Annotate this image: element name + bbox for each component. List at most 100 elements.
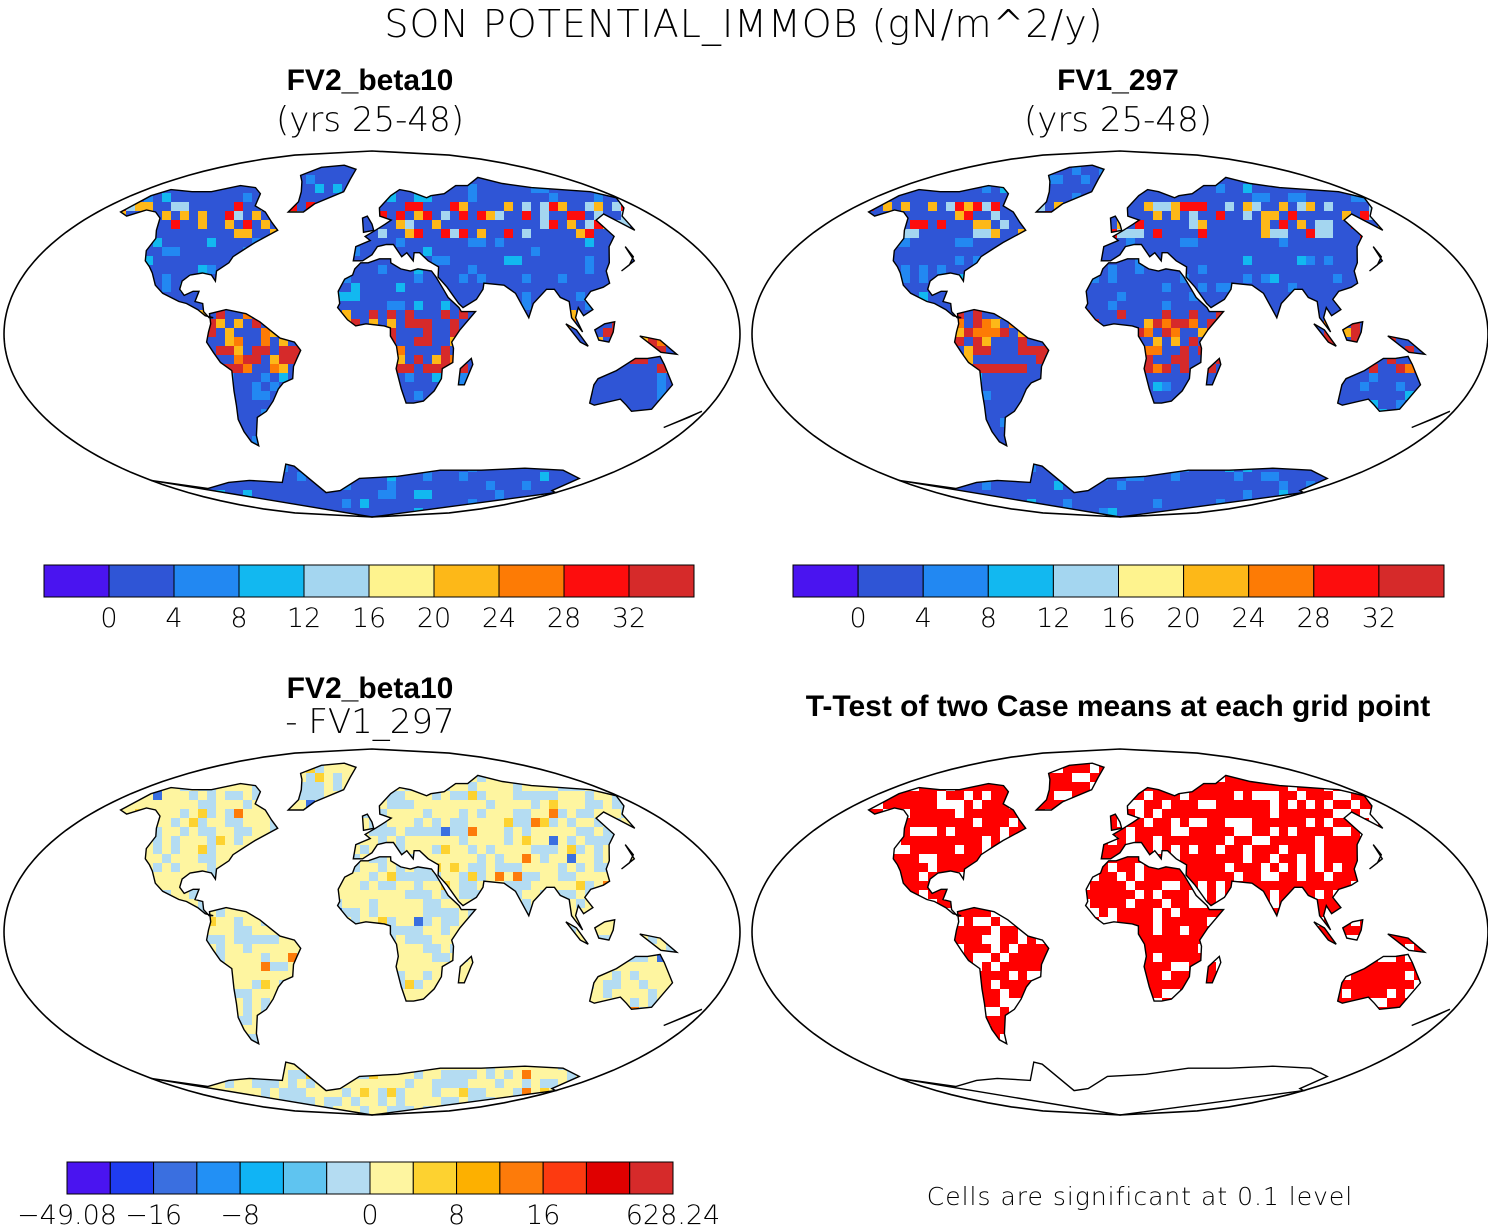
colorbar-swatch [792, 564, 859, 598]
colorbar-tick-label: 28 [1297, 603, 1331, 634]
colorbar-tick-label: 628.24 [626, 1200, 720, 1227]
map-panel-fv2-beta10 [3, 150, 741, 518]
colorbar-swatch [369, 1161, 414, 1195]
map-panel-ttest [751, 748, 1488, 1116]
coastline-north-america [119, 782, 279, 917]
colorbar-swatch [456, 1161, 501, 1195]
colorbar-swatch [109, 1161, 155, 1195]
panel3-title: FV2_beta10 [286, 672, 454, 705]
colorbar-swatch [542, 1161, 587, 1195]
colorbar-swatch [433, 564, 500, 598]
panel3-subtitle: - FV1_297 [285, 702, 455, 742]
map-border [3, 748, 741, 1116]
panel4-title: T-Test of two Case means at each grid po… [805, 690, 1431, 723]
colorbar-fv1-297: 0 4 8 12 16 20 24 28 32 [792, 564, 1445, 634]
coastline-north-america [867, 184, 1027, 319]
colorbar-tick-label: 24 [482, 603, 516, 634]
colorbar-tick-label: 8 [448, 1200, 465, 1227]
colorbar-tick-label: 16 [1101, 603, 1135, 634]
colorbar-swatch [629, 1161, 674, 1195]
coastline-australia [588, 953, 674, 1011]
colorbar-swatch [412, 1161, 458, 1195]
coastline-new-guinea [639, 933, 680, 954]
coastline-japan [1369, 246, 1384, 272]
colorbar-tick-label: 32 [612, 603, 646, 634]
colorbar-difference: −49.08 −16 −8 0 8 16 628.24 [17, 1161, 720, 1227]
colorbar-tick-label: −49.08 [17, 1200, 117, 1227]
coastline-uk [361, 813, 375, 832]
colorbar-tick-label: −8 [220, 1200, 260, 1227]
colorbar-tick-label: 0 [100, 603, 117, 634]
colorbar-fv2-beta10: 0 4 8 12 16 20 24 28 32 [43, 564, 695, 634]
coastline-australia [588, 355, 674, 413]
colorbar-swatch [987, 564, 1054, 598]
coastline-africa [336, 856, 478, 1002]
coastline-antarctica [899, 1061, 1329, 1116]
panel1-title: FV2_beta10 [286, 64, 454, 97]
colorbar-swatch [1313, 564, 1380, 598]
colorbar-swatch [1052, 564, 1119, 598]
coastline-uk [1109, 215, 1123, 234]
coastline-new-zealand [663, 410, 703, 429]
colorbar-swatch [153, 1161, 198, 1195]
panel2-subtitle: (yrs 25-48) [1024, 100, 1212, 140]
colorbar-swatch [326, 1161, 371, 1195]
colorbar-tick-label: 0 [850, 603, 867, 634]
colorbar-swatch [282, 1161, 328, 1195]
coastline-borneo [593, 320, 616, 343]
coastline-africa [1084, 258, 1226, 404]
colorbar-swatch [238, 564, 305, 598]
coastline-south-america [953, 906, 1050, 1046]
colorbar-tick-label: 12 [287, 603, 321, 634]
coastline-south-america [205, 906, 302, 1046]
colorbar-swatch [498, 564, 565, 598]
colorbar-swatch [499, 1161, 544, 1195]
colorbar-swatch [303, 564, 370, 598]
colorbar-tick-label: 0 [361, 1200, 378, 1227]
colorbar-tick-label: 28 [547, 603, 581, 634]
coastline-australia [1336, 953, 1422, 1011]
coastline-eurasia [1100, 774, 1384, 931]
coastline-south-america [205, 308, 302, 448]
map-panel-difference [3, 748, 741, 1116]
coastline-antarctica [151, 1061, 581, 1116]
colorbar-swatch [173, 564, 240, 598]
colorbar-swatch [857, 564, 924, 598]
coastline-arabia-madagascar [1205, 955, 1222, 984]
coastline-borneo [1341, 320, 1364, 343]
map-border [751, 150, 1488, 518]
colorbar-tick-label: 12 [1036, 603, 1070, 634]
coastline-new-guinea [1387, 933, 1428, 954]
coastline-eurasia [352, 176, 636, 333]
significance-note: Cells are significant at 0.1 level [926, 1182, 1354, 1211]
colorbar-swatch [585, 1161, 631, 1195]
coastline-greenland [286, 762, 358, 811]
coastline-antarctica [151, 463, 581, 518]
colorbar-tick-label: 32 [1362, 603, 1396, 634]
coastline-arabia-madagascar [457, 955, 474, 984]
coastline-new-guinea [1387, 335, 1428, 356]
coastline-japan [621, 246, 636, 272]
coastline-sumatra [1313, 323, 1337, 347]
coastline-new-zealand [1411, 410, 1451, 429]
colorbar-tick-label: 16 [352, 603, 386, 634]
colorbar-tick-label: 8 [230, 603, 247, 634]
coastline-uk [1109, 813, 1123, 832]
coastline-africa [336, 258, 478, 404]
panel2-title: FV1_297 [1057, 64, 1179, 97]
map-border [751, 748, 1488, 1116]
colorbar-tick-label: 4 [915, 603, 932, 634]
colorbar-swatch [368, 564, 435, 598]
colorbar-tick-label: 8 [980, 603, 997, 634]
colorbar-swatch [1118, 564, 1185, 598]
coastline-north-america [119, 184, 279, 319]
map-border [3, 150, 741, 518]
coastline-borneo [1341, 918, 1364, 941]
coastline-uk [361, 215, 375, 234]
coastline-japan [1369, 844, 1384, 870]
coastline-australia [1336, 355, 1422, 413]
coastline-sumatra [565, 323, 589, 347]
colorbar-swatch [108, 564, 175, 598]
coastline-arabia-madagascar [457, 357, 474, 386]
colorbar-tick-label: 20 [417, 603, 451, 634]
